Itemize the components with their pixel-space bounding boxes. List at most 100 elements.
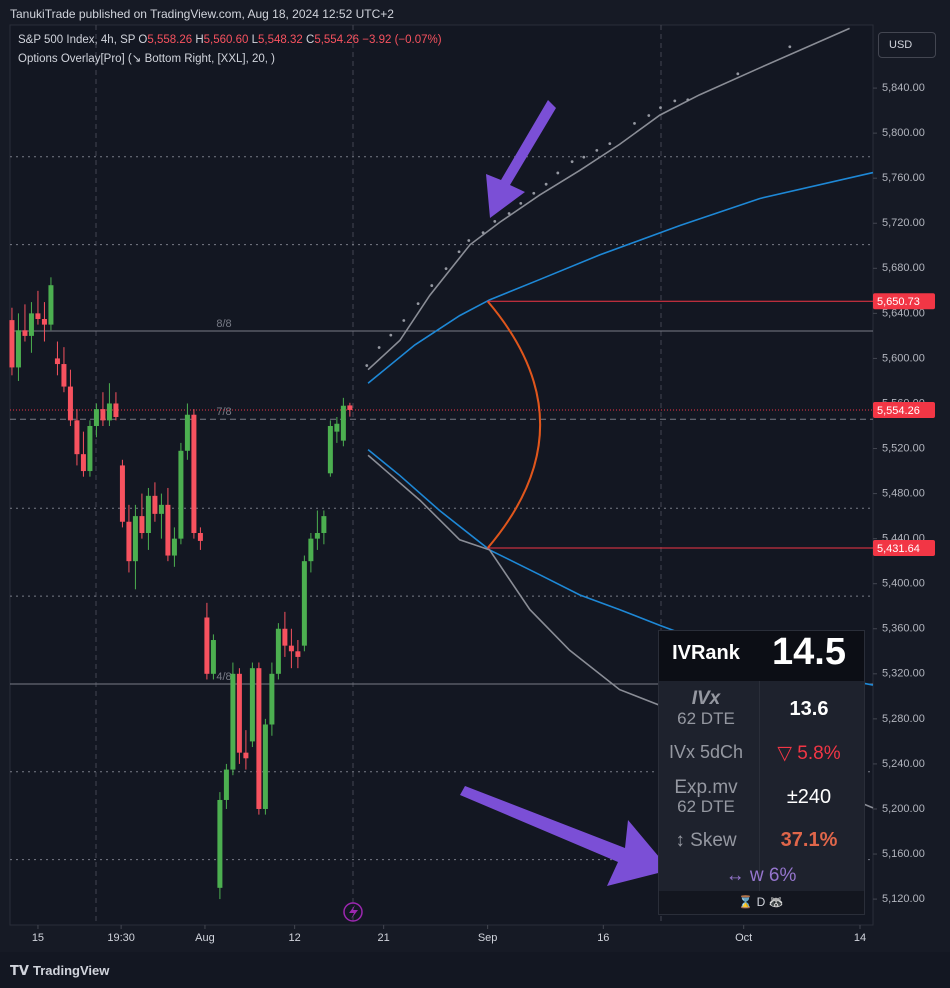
candle-body [9,320,15,368]
expmv-value: ±240 [786,786,832,808]
candle-body [67,386,73,421]
candle-body [184,414,190,451]
ivx5d-label: IVx 5dCh [668,742,744,762]
candle-body [327,426,333,474]
projection-dot [788,45,792,49]
projection-dot [365,364,369,367]
candle-body [249,668,255,742]
ivx-value: 13.6 [789,698,829,720]
projection-dot [570,160,574,164]
candle-body [35,313,41,319]
projection-dot [519,201,523,205]
candle-body [217,799,223,888]
candle-body [54,358,60,365]
projection-dot [532,191,536,195]
candle-body [165,504,171,556]
candle-body [41,318,47,325]
candle-body [275,628,281,674]
candle-body [243,752,249,759]
y-tick-label: 5,280.00 [882,713,925,725]
candle-body [256,668,262,809]
ivrank-value: 14.5 [772,631,846,673]
candle-body [282,628,288,646]
projection-line [367,27,850,371]
candle-body [80,454,86,472]
candle-body [347,405,353,410]
candle-body [87,426,93,472]
x-tick-label: Oct [735,932,752,944]
projection-dot [659,106,662,110]
projection-dot [608,142,612,146]
candle-body [191,414,197,534]
expected-move-arc [486,300,542,549]
event-icon-bolt [349,905,358,919]
x-tick-label: Aug [195,932,215,944]
publish-note: TanukiTrade published on TradingView.com… [10,7,394,21]
candle-body [171,538,177,556]
candle-body [113,403,119,417]
y-tick-label: 5,640.00 [882,307,925,319]
pointer-arrow [486,100,556,218]
width-value: ↔ w 6% [725,865,797,886]
table-footer: ⌛ D 🦝 [738,895,784,909]
projection-dot [647,114,651,117]
y-tick-label: 5,160.00 [882,848,925,860]
x-tick-label: 21 [378,932,390,944]
projection-dot [467,239,471,242]
candle-body [236,673,242,753]
candle-body [126,521,132,562]
projection-dot [556,171,560,175]
projection-dot [389,333,393,337]
candle-body [100,409,106,421]
candle-body [152,495,158,514]
ohlc-value: 5,554.26 [314,34,360,46]
candle-body [119,465,125,522]
ivrank-label: IVRank [672,642,740,664]
candle-body [301,561,307,646]
price-label: 5,554.26 [877,405,920,417]
projection-dot [544,182,548,186]
ohlc-key: L [251,34,259,46]
candle-body [74,420,80,455]
candle-body [340,405,346,441]
candle-body [210,640,216,674]
symbol: S&P 500 Index, 4h, SP [18,34,136,46]
candle-body [204,617,210,674]
ivx-dte: 62 DTE [677,709,735,728]
price-label: 5,431.64 [877,543,920,555]
header-row [659,631,864,681]
projection-dot [686,98,690,102]
level-label: 8/8 [216,318,231,330]
projection-dot [402,319,406,322]
event-icon [343,902,363,922]
brand-logo: 𝗧𝗩 [10,963,29,978]
level-label: 4/8 [216,671,231,683]
candle-body [314,533,320,539]
ohlc-key: H [195,34,204,46]
candle-body [106,403,112,421]
projection-line [367,171,874,384]
x-tick-label: Sep [478,932,498,944]
projection-dot [481,231,485,235]
candle-body [321,516,327,534]
y-tick-label: 5,680.00 [882,262,925,274]
candle-body [48,285,54,325]
candle-body [178,450,184,539]
projection-dot [673,99,677,103]
y-tick-label: 5,360.00 [882,623,925,635]
candle-body [334,423,340,432]
candle-body [93,409,99,427]
candle-body [158,504,164,514]
price-label-box [873,540,935,557]
ohlc-key: O [138,34,148,46]
projection-dot [377,346,381,349]
pointer-arrow [460,786,670,886]
projection-dot [416,302,420,306]
ivx-label: IVx [691,688,721,709]
candle-body [22,330,28,336]
candle-body [197,533,203,541]
currency-button[interactable]: USD [878,32,936,58]
candle-body [269,673,275,725]
y-tick-label: 5,760.00 [882,172,925,184]
projection-dot [493,219,497,223]
